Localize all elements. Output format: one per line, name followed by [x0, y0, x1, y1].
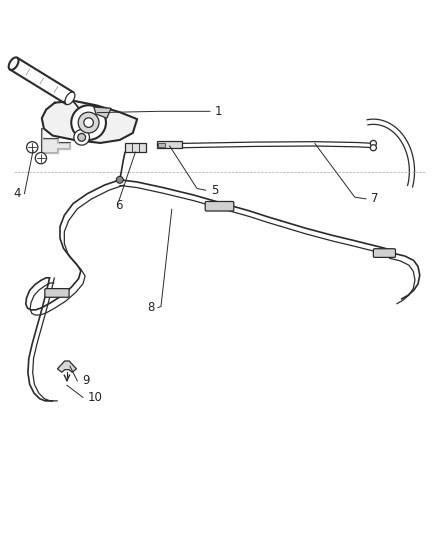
Ellipse shape [9, 58, 18, 70]
Circle shape [370, 140, 375, 147]
Circle shape [35, 152, 46, 164]
Text: 10: 10 [88, 391, 103, 404]
Text: 4: 4 [14, 187, 21, 200]
Text: 6: 6 [115, 199, 122, 212]
Circle shape [78, 112, 99, 133]
Text: 1: 1 [215, 105, 222, 118]
Polygon shape [42, 101, 137, 143]
Ellipse shape [65, 92, 75, 104]
FancyBboxPatch shape [158, 142, 165, 147]
Circle shape [71, 105, 106, 140]
Text: 8: 8 [147, 301, 154, 314]
Polygon shape [94, 107, 111, 118]
Polygon shape [57, 361, 76, 372]
Polygon shape [42, 128, 70, 153]
Text: 7: 7 [371, 192, 378, 205]
Circle shape [78, 133, 85, 141]
Text: 5: 5 [210, 184, 218, 197]
Circle shape [27, 142, 38, 153]
Circle shape [84, 118, 93, 127]
FancyBboxPatch shape [156, 141, 181, 148]
Circle shape [74, 130, 89, 145]
Circle shape [116, 176, 123, 183]
FancyBboxPatch shape [45, 288, 69, 297]
Text: 9: 9 [82, 374, 90, 387]
Circle shape [370, 144, 375, 151]
FancyBboxPatch shape [125, 143, 145, 152]
FancyBboxPatch shape [373, 249, 395, 257]
FancyBboxPatch shape [205, 201, 233, 211]
